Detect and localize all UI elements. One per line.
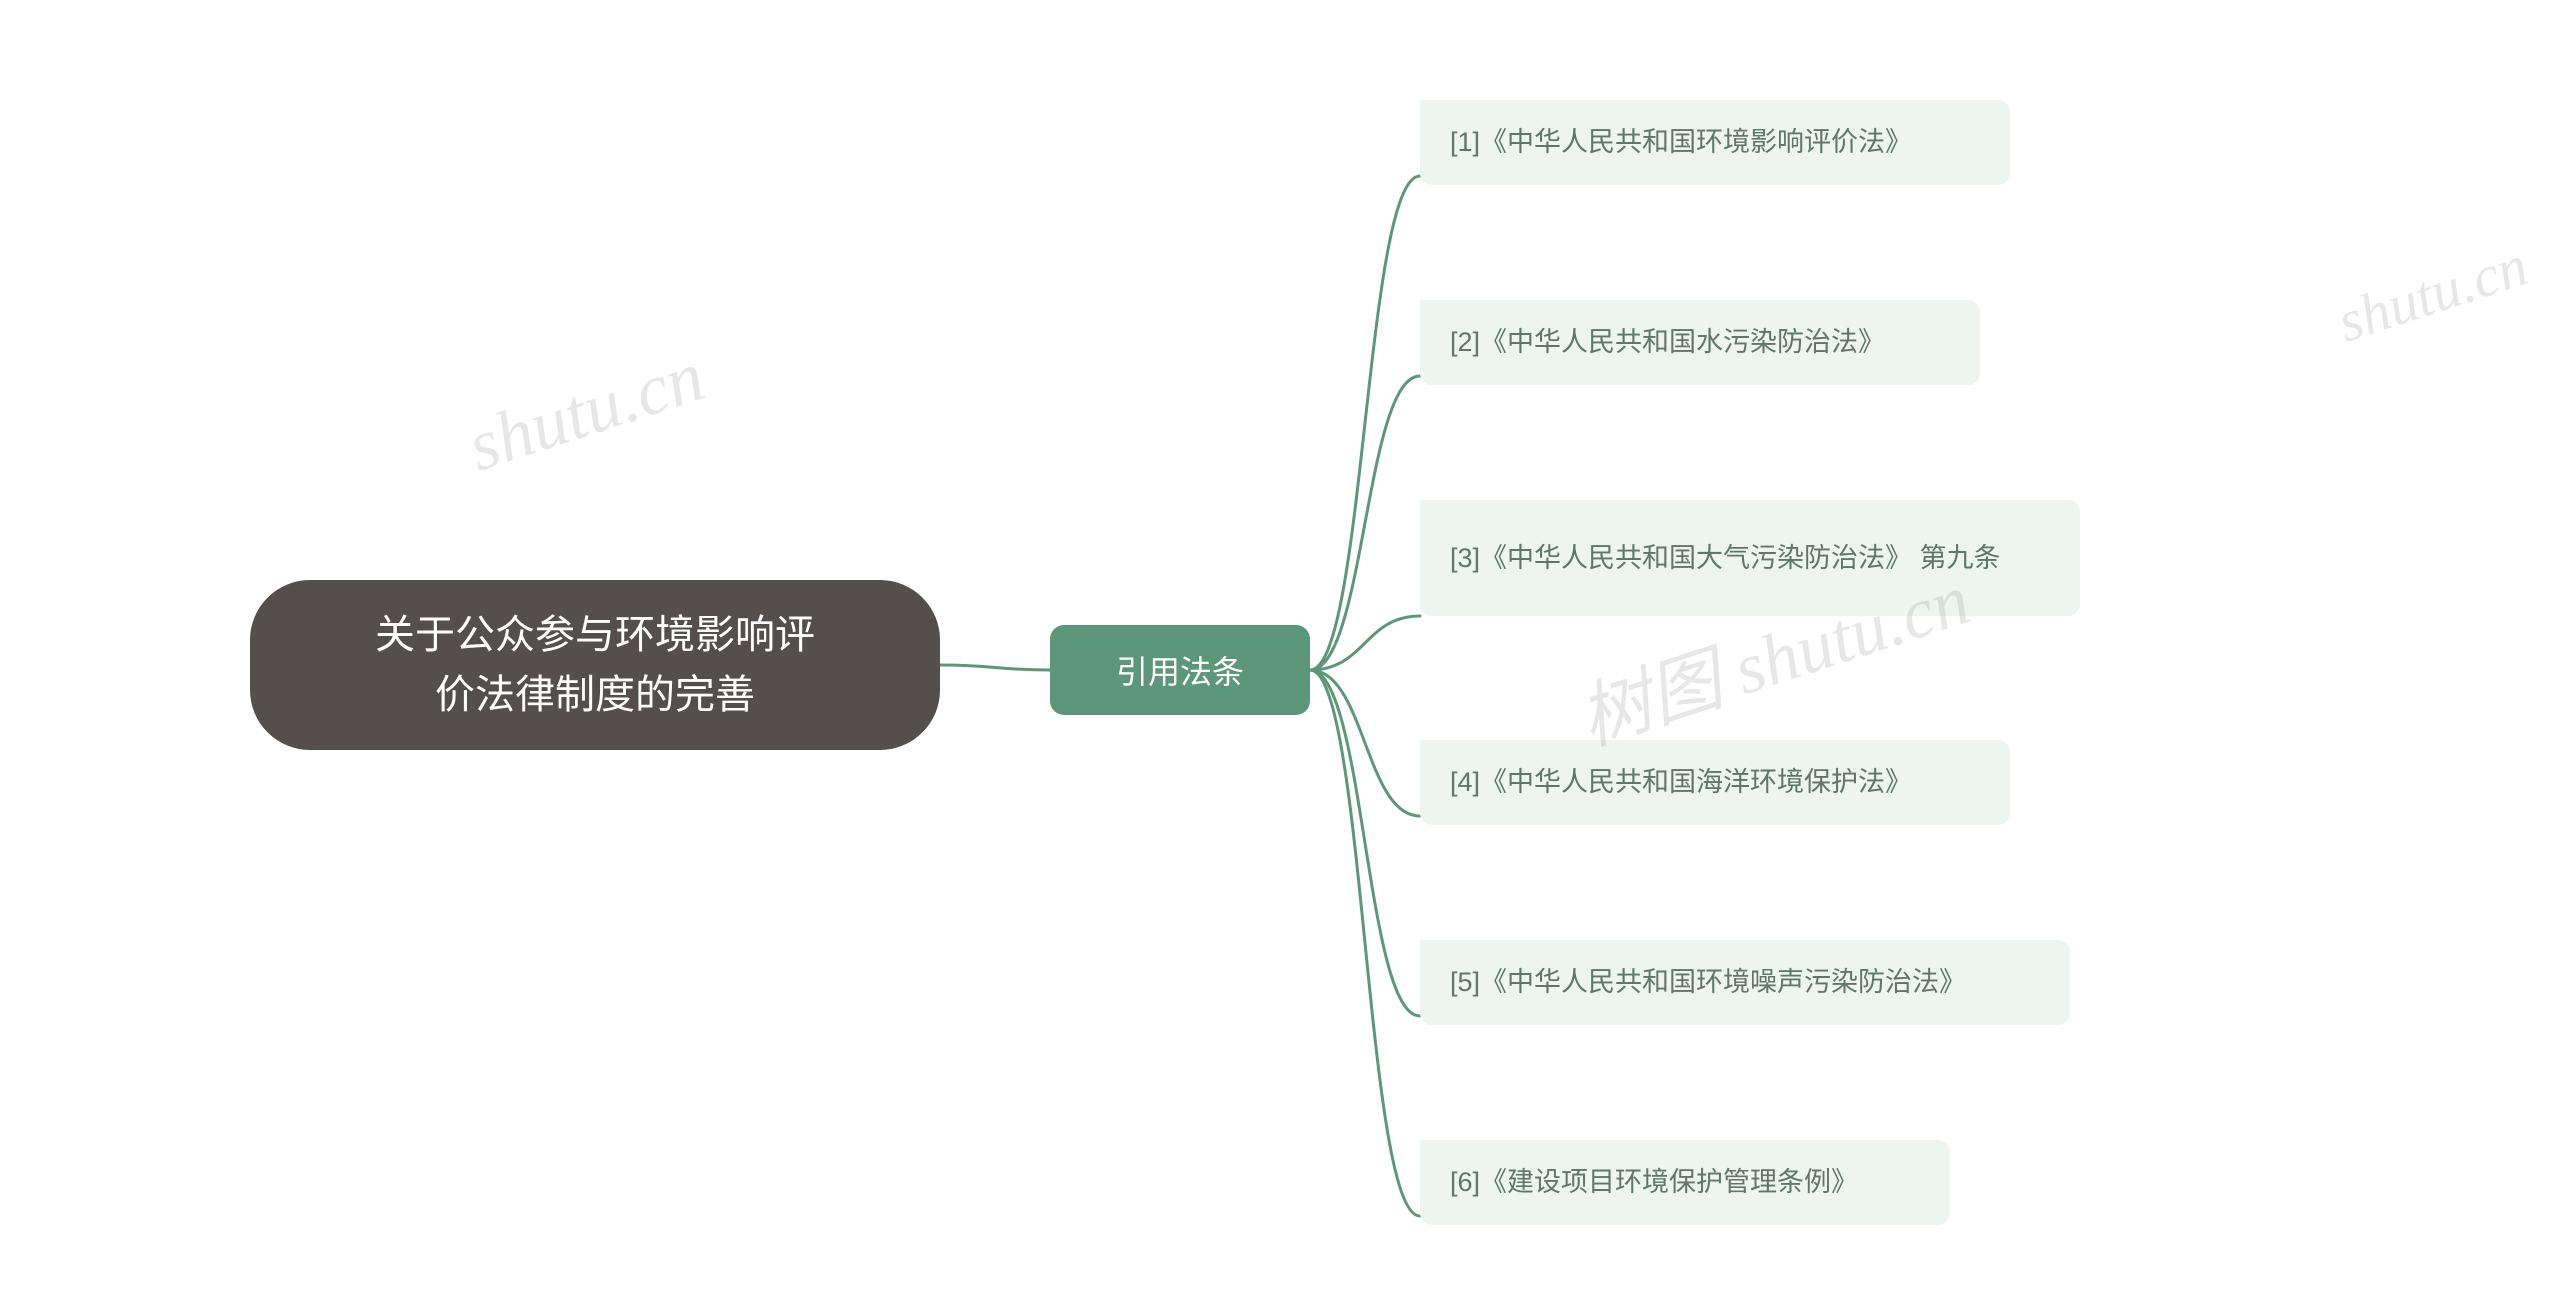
leaf-label: [6]《建设项目环境保护管理条例》 [1450,1162,1858,1203]
root-label: 关于公众参与环境影响评 价法律制度的完善 [375,605,815,725]
leaf-node-6[interactable]: [6]《建设项目环境保护管理条例》 [1420,1140,1950,1225]
leaf-label: [1]《中华人民共和国环境影响评价法》 [1450,122,1912,163]
leaf-label: [2]《中华人民共和国水污染防治法》 [1450,322,1885,363]
leaf-node-5[interactable]: [5]《中华人民共和国环境噪声污染防治法》 [1420,940,2070,1025]
leaf-label: [4]《中华人民共和国海洋环境保护法》 [1450,762,1912,803]
leaf-node-1[interactable]: [1]《中华人民共和国环境影响评价法》 [1420,100,2010,185]
leaf-label: [5]《中华人民共和国环境噪声污染防治法》 [1450,962,1966,1003]
leaf-node-4[interactable]: [4]《中华人民共和国海洋环境保护法》 [1420,740,2010,825]
mindmap-canvas: 关于公众参与环境影响评 价法律制度的完善 引用法条 [1]《中华人民共和国环境影… [0,0,2560,1296]
branch-label: 引用法条 [1116,647,1244,693]
root-node[interactable]: 关于公众参与环境影响评 价法律制度的完善 [250,580,940,750]
watermark: shutu.cn [2329,232,2535,356]
watermark: shutu.cn [458,335,714,489]
leaf-node-3[interactable]: [3]《中华人民共和国大气污染防治法》 第九条 [1420,500,2080,616]
leaf-label: [3]《中华人民共和国大气污染防治法》 第九条 [1450,538,2001,579]
branch-node[interactable]: 引用法条 [1050,625,1310,715]
leaf-node-2[interactable]: [2]《中华人民共和国水污染防治法》 [1420,300,1980,385]
